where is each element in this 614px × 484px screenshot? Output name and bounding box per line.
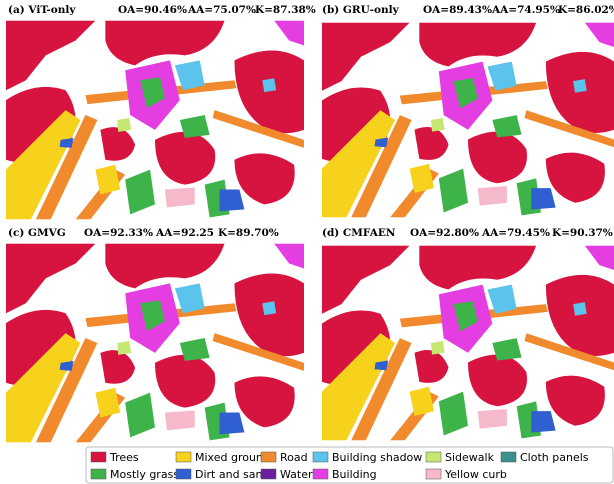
- legend-label: Trees: [109, 451, 139, 464]
- legend-label: Mixed ground: [195, 451, 270, 464]
- legend-swatch: [313, 452, 328, 462]
- kappa: K=86.02%: [558, 4, 614, 16]
- panel: (b) GRU-only OA=89.43% AA=74.95% K=86.02…: [322, 4, 614, 217]
- legend-label: Cloth panels: [520, 451, 589, 464]
- legend-swatch: [261, 452, 276, 462]
- legend-label: Yellow curb: [444, 468, 507, 481]
- legend-swatch: [261, 469, 276, 479]
- panel: (d) CMFAEN OA=92.80% AA=79.45% K=90.37%: [322, 227, 614, 440]
- panel-title: (a) ViT-only OA=90.46% AA=75.07% K=87.38…: [8, 4, 316, 16]
- legend-swatch: [426, 469, 441, 479]
- kappa: K=89.70%: [218, 227, 279, 239]
- classification-map: [6, 244, 304, 443]
- panel-label: (b) GRU-only: [322, 4, 400, 16]
- legend-label: Road: [280, 451, 308, 464]
- oa: OA=92.80%: [410, 227, 479, 239]
- legend-label: Building shadow: [332, 451, 422, 464]
- legend-label: Building: [332, 468, 377, 481]
- legend-swatch: [91, 469, 106, 479]
- figure: (a) ViT-only OA=90.46% AA=75.07% K=87.38…: [0, 0, 614, 484]
- legend-swatch: [176, 469, 191, 479]
- legend-label: Dirt and sand: [195, 468, 269, 481]
- legend-swatch: [426, 452, 441, 462]
- panel-label: (c) GMVG: [8, 227, 66, 239]
- legend-swatch: [176, 452, 191, 462]
- legend-label: Sidewalk: [445, 451, 495, 464]
- panel-title: (d) CMFAEN OA=92.80% AA=79.45% K=90.37%: [322, 227, 613, 239]
- aa: AA=79.45%: [481, 227, 550, 239]
- oa: OA=89.43%: [423, 4, 492, 16]
- aa: AA=75.07%: [187, 4, 256, 16]
- kappa: K=87.38%: [255, 4, 316, 16]
- panel: (a) ViT-only OA=90.46% AA=75.07% K=87.38…: [6, 4, 316, 219]
- legend-swatch: [91, 452, 106, 462]
- panel-title: (b) GRU-only OA=89.43% AA=74.95% K=86.02…: [322, 4, 614, 16]
- classification-map: [322, 23, 614, 218]
- panel-label: (a) ViT-only: [8, 4, 76, 16]
- aa: AA=92.25: [155, 227, 214, 239]
- legend-swatch: [501, 452, 516, 462]
- panel: (c) GMVG OA=92.33% AA=92.25 K=89.70%: [6, 227, 304, 442]
- kappa: K=90.37%: [552, 227, 613, 239]
- panel-label: (d) CMFAEN: [322, 227, 396, 239]
- oa: OA=90.46%: [118, 4, 187, 16]
- aa: AA=74.95%: [491, 4, 560, 16]
- legend-label: Water: [280, 468, 313, 481]
- legend-label: Mostly grass: [110, 468, 179, 481]
- oa: OA=92.33%: [84, 227, 153, 239]
- classification-map: [322, 246, 614, 441]
- classification-map: [6, 21, 304, 220]
- panel-title: (c) GMVG OA=92.33% AA=92.25 K=89.70%: [8, 227, 279, 239]
- legend-swatch: [313, 469, 328, 479]
